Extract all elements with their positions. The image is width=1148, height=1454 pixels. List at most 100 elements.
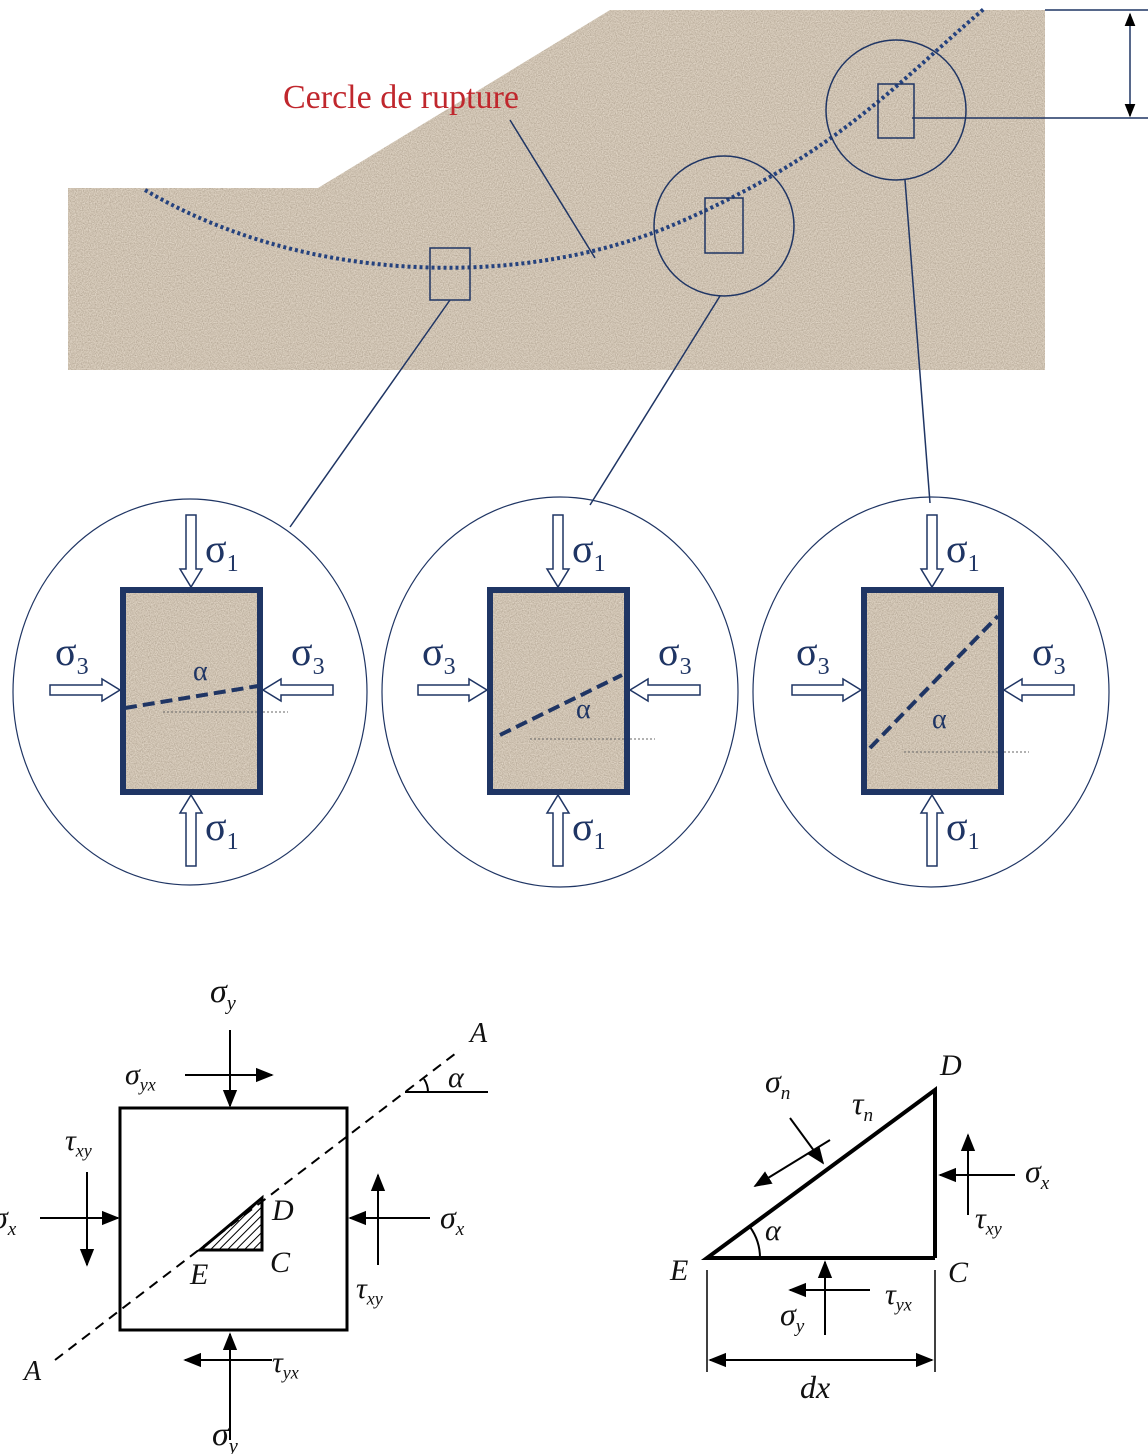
- load-arrow: [178, 793, 204, 867]
- label-base: τ: [852, 1085, 865, 1121]
- sigma-1: σ1: [572, 804, 606, 855]
- label-base: τ: [885, 1278, 897, 1311]
- label-subscript: xy: [366, 1289, 383, 1309]
- sigma-3: σ3: [1032, 629, 1066, 680]
- label: E: [189, 1258, 208, 1291]
- label: τn: [852, 1085, 873, 1126]
- load-arrow: [545, 793, 571, 867]
- label: σx: [440, 1199, 465, 1240]
- label-subscript: n: [863, 1105, 873, 1126]
- label-base: σ: [780, 1296, 797, 1332]
- label-subscript: y: [225, 992, 237, 1014]
- sample-outline: [487, 587, 630, 795]
- label-subscript: 3: [818, 654, 830, 680]
- label: A: [468, 1018, 488, 1049]
- label: τyx: [885, 1278, 912, 1315]
- label: σyx: [125, 1058, 156, 1095]
- load-arrow: [49, 677, 122, 703]
- sigma-3: σ3: [422, 629, 456, 680]
- label-subscript: y: [227, 1435, 239, 1454]
- label-subscript: 3: [680, 654, 692, 680]
- sigma-3: σ3: [55, 629, 89, 680]
- label-base: τ: [65, 1124, 77, 1157]
- label: τxy: [65, 1124, 92, 1161]
- sigma-1: σ1: [205, 526, 239, 577]
- load-arrow: [919, 514, 945, 589]
- angle: α: [932, 704, 947, 735]
- label-subscript: 3: [1054, 654, 1066, 680]
- label-base: σ: [205, 804, 227, 849]
- label-base: σ: [658, 629, 680, 674]
- label-subscript: 3: [77, 654, 89, 680]
- label-base: σ: [1025, 1153, 1042, 1189]
- load-arrow: [417, 677, 489, 703]
- label-base: σ: [55, 629, 77, 674]
- label-subscript: yx: [894, 1295, 912, 1315]
- label-base: σ: [0, 1199, 9, 1235]
- sigma-3: σ3: [658, 629, 692, 680]
- label-subscript: 3: [313, 654, 325, 680]
- sigma-1: σ1: [946, 526, 980, 577]
- load-arrow: [919, 793, 945, 867]
- label-subscript: x: [455, 1219, 465, 1240]
- label-base: τ: [975, 1202, 987, 1235]
- label: C: [270, 1246, 291, 1279]
- load-arrow: [545, 514, 571, 589]
- label-subscript: 1: [594, 551, 606, 577]
- label: E: [669, 1254, 688, 1287]
- label-subscript: y: [794, 1316, 805, 1337]
- sigma-1: σ1: [572, 526, 606, 577]
- label: α: [448, 1061, 465, 1094]
- label-base: σ: [205, 526, 227, 571]
- label: D: [271, 1194, 294, 1227]
- label-subscript: n: [781, 1083, 791, 1104]
- soil-mass: [68, 10, 1045, 370]
- soil-sample: [864, 590, 1001, 792]
- label-subscript: xy: [985, 1219, 1002, 1239]
- label-base: σ: [946, 526, 968, 571]
- load-arrow: [178, 514, 204, 589]
- label-base: σ: [765, 1063, 782, 1099]
- sigma-1: σ1: [946, 804, 980, 855]
- load-arrow: [261, 677, 334, 703]
- angle: α: [576, 694, 591, 725]
- label: σn: [765, 1063, 790, 1104]
- label: dx: [800, 1369, 830, 1405]
- label-subscript: 1: [594, 829, 606, 855]
- sigma-3: σ3: [291, 629, 325, 680]
- label: σy: [780, 1296, 805, 1337]
- failure-plane: [499, 673, 623, 737]
- label-base: σ: [125, 1058, 141, 1091]
- label-subscript: x: [7, 1219, 17, 1240]
- label-subscript: 1: [968, 551, 980, 577]
- label: τxy: [975, 1202, 1002, 1239]
- soil-sample: [490, 590, 627, 792]
- label-subscript: yx: [281, 1363, 299, 1383]
- label: D: [939, 1049, 962, 1082]
- label: τxy: [356, 1272, 383, 1309]
- wedge-diagram: [700, 1086, 1015, 1372]
- label: C: [948, 1256, 969, 1289]
- label-subscript: 1: [968, 829, 980, 855]
- zoom-markers: [289, 9, 1148, 528]
- label: τyx: [272, 1346, 299, 1383]
- failure-label: Cercle de rupture: [283, 79, 519, 116]
- sample-outline: [861, 587, 1004, 795]
- label-base: σ: [210, 973, 228, 1010]
- label: σy: [212, 1416, 239, 1454]
- label-base: σ: [572, 526, 594, 571]
- load-arrow: [791, 677, 863, 703]
- label: σx: [1025, 1153, 1050, 1194]
- failure-plane: [868, 614, 1000, 750]
- sigma-1: σ1: [205, 804, 239, 855]
- label: A: [22, 1356, 42, 1387]
- angle: α: [193, 656, 208, 687]
- element-circles: [12, 496, 1110, 888]
- label-base: σ: [946, 804, 968, 849]
- label-subscript: yx: [138, 1075, 156, 1095]
- label-subscript: 1: [227, 829, 239, 855]
- label-base: τ: [272, 1346, 284, 1379]
- sample-outline: [120, 587, 263, 795]
- label: α: [765, 1214, 782, 1247]
